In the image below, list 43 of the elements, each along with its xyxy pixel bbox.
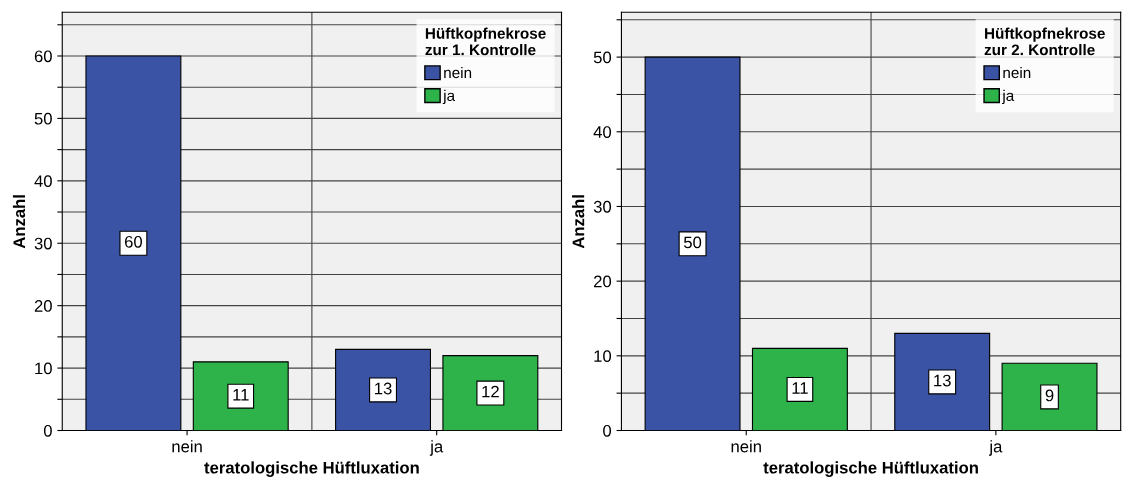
data-label: 60	[124, 235, 143, 248]
legend-title: Hüftkopfnekrose zur 2. Kontrolle	[984, 27, 1105, 56]
x-tick-label: nein	[172, 440, 202, 453]
y-tick-label: 10	[35, 362, 52, 375]
legend-label: ja	[442, 89, 456, 105]
bar	[85, 55, 182, 431]
x-tick-label: ja	[429, 440, 444, 456]
data-label: 13	[375, 382, 392, 395]
legend-label: nein	[1003, 66, 1031, 79]
y-tick-label: 60	[34, 50, 52, 63]
y-tick-label: 20	[34, 300, 52, 312]
y-tick-label: 50	[593, 51, 612, 64]
bar	[442, 355, 539, 431]
x-tick-label: nein	[731, 440, 761, 453]
y-tick-label: 30	[34, 237, 52, 250]
bar	[335, 348, 432, 431]
y-tick-label: 0	[43, 424, 52, 437]
y-tick-label: 50	[34, 112, 52, 125]
legend-label: ja	[1001, 89, 1015, 105]
bar	[894, 332, 991, 431]
y-tick-label: 40	[593, 126, 612, 138]
data-label: 11	[792, 382, 808, 394]
y-tick-label: 10	[594, 350, 612, 363]
y-tick-label: 30	[593, 200, 612, 213]
y-axis-title: Anzahl	[572, 195, 585, 249]
data-label: 9	[1045, 389, 1054, 402]
data-label: 50	[683, 236, 702, 249]
y-tick-label: 0	[603, 424, 612, 437]
legend-label: nein	[444, 66, 472, 79]
bar	[751, 347, 848, 431]
data-label: 13	[934, 374, 951, 387]
x-axis-title: teratologische Hüftluxation	[763, 461, 978, 477]
bar	[1001, 362, 1098, 431]
y-axis-title: Anzahl	[12, 195, 26, 249]
legend-title: Hüftkopfnekrose zur 1. Kontrolle	[425, 27, 546, 56]
x-axis-title: teratologische Hüftluxation	[204, 461, 419, 477]
x-tick-label: ja	[988, 440, 1003, 456]
y-tick-label: 40	[34, 175, 52, 188]
data-label: 11	[233, 389, 249, 401]
y-tick-label: 20	[594, 275, 612, 288]
bar	[644, 56, 741, 431]
data-label: 12	[482, 385, 499, 398]
bar	[192, 361, 289, 431]
